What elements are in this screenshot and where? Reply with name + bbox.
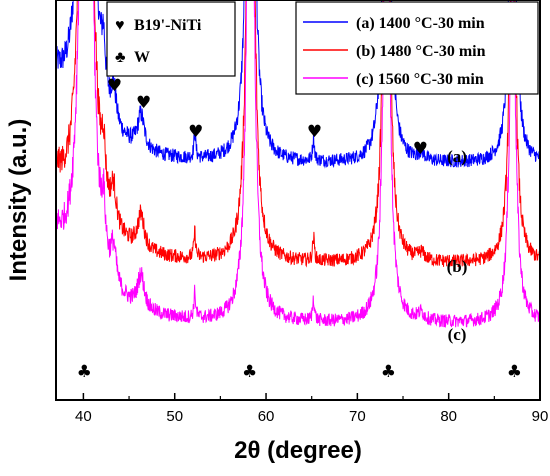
x-tick-label: 80 [440,408,457,425]
phase-legend-symbol-niti: ♥ [115,17,125,34]
x-tick-label: 60 [258,408,275,425]
plot-frame [55,0,541,401]
series-line-b [56,0,540,268]
phase-legend-box [106,1,236,77]
niti-peak-marker: ♥ [307,122,322,142]
series-legend: (a) 1400 °C-30 min (b) 1480 °C-30 min (c… [295,1,539,95]
niti-peak-marker: ♥ [413,139,428,159]
y-axis-title: Intensity (a.u.) [5,119,32,282]
series-curves [56,0,540,328]
niti-peak-marker: ♥ [107,76,122,96]
curve-label-b: (b) [447,257,468,276]
legend-label-a: (a) 1400 °C-30 min [356,15,485,32]
curve-label-a: (a) [447,147,467,166]
w-peak-marker: ♣ [242,362,257,382]
series-line-a [56,0,540,169]
x-tick-label: 70 [349,408,366,425]
legend-label-b: (b) 1480 °C-30 min [356,43,486,60]
w-peak-marker: ♣ [381,362,396,382]
phase-legend: ♥ B19'-NiTi ♣ W [106,1,236,77]
curve-labels: (a) (b) (c) [447,147,468,344]
x-tick-label: 50 [166,408,183,425]
phase-legend-symbol-w: ♣ [115,49,126,66]
x-axis-title: 2θ (degree) [234,437,362,464]
niti-peak-marker: ♥ [188,122,203,142]
curve-label-c: (c) [448,325,467,344]
peak-markers: ♥ ♥ ♥ ♥ ♥ ♣ ♣ ♣ ♣ [77,76,522,382]
x-tick-label: 90 [532,408,549,425]
niti-peak-marker: ♥ [136,93,151,113]
x-tick-label: 40 [75,408,92,425]
series-line-c [56,0,540,328]
legend-label-c: (c) 1560 °C-30 min [356,71,484,88]
w-peak-marker: ♣ [507,362,522,382]
phase-legend-label-w: W [134,49,150,66]
x-axis: 40 50 60 70 80 90 [75,393,548,425]
phase-legend-label-niti: B19'-NiTi [134,17,202,34]
w-peak-marker: ♣ [77,362,92,382]
